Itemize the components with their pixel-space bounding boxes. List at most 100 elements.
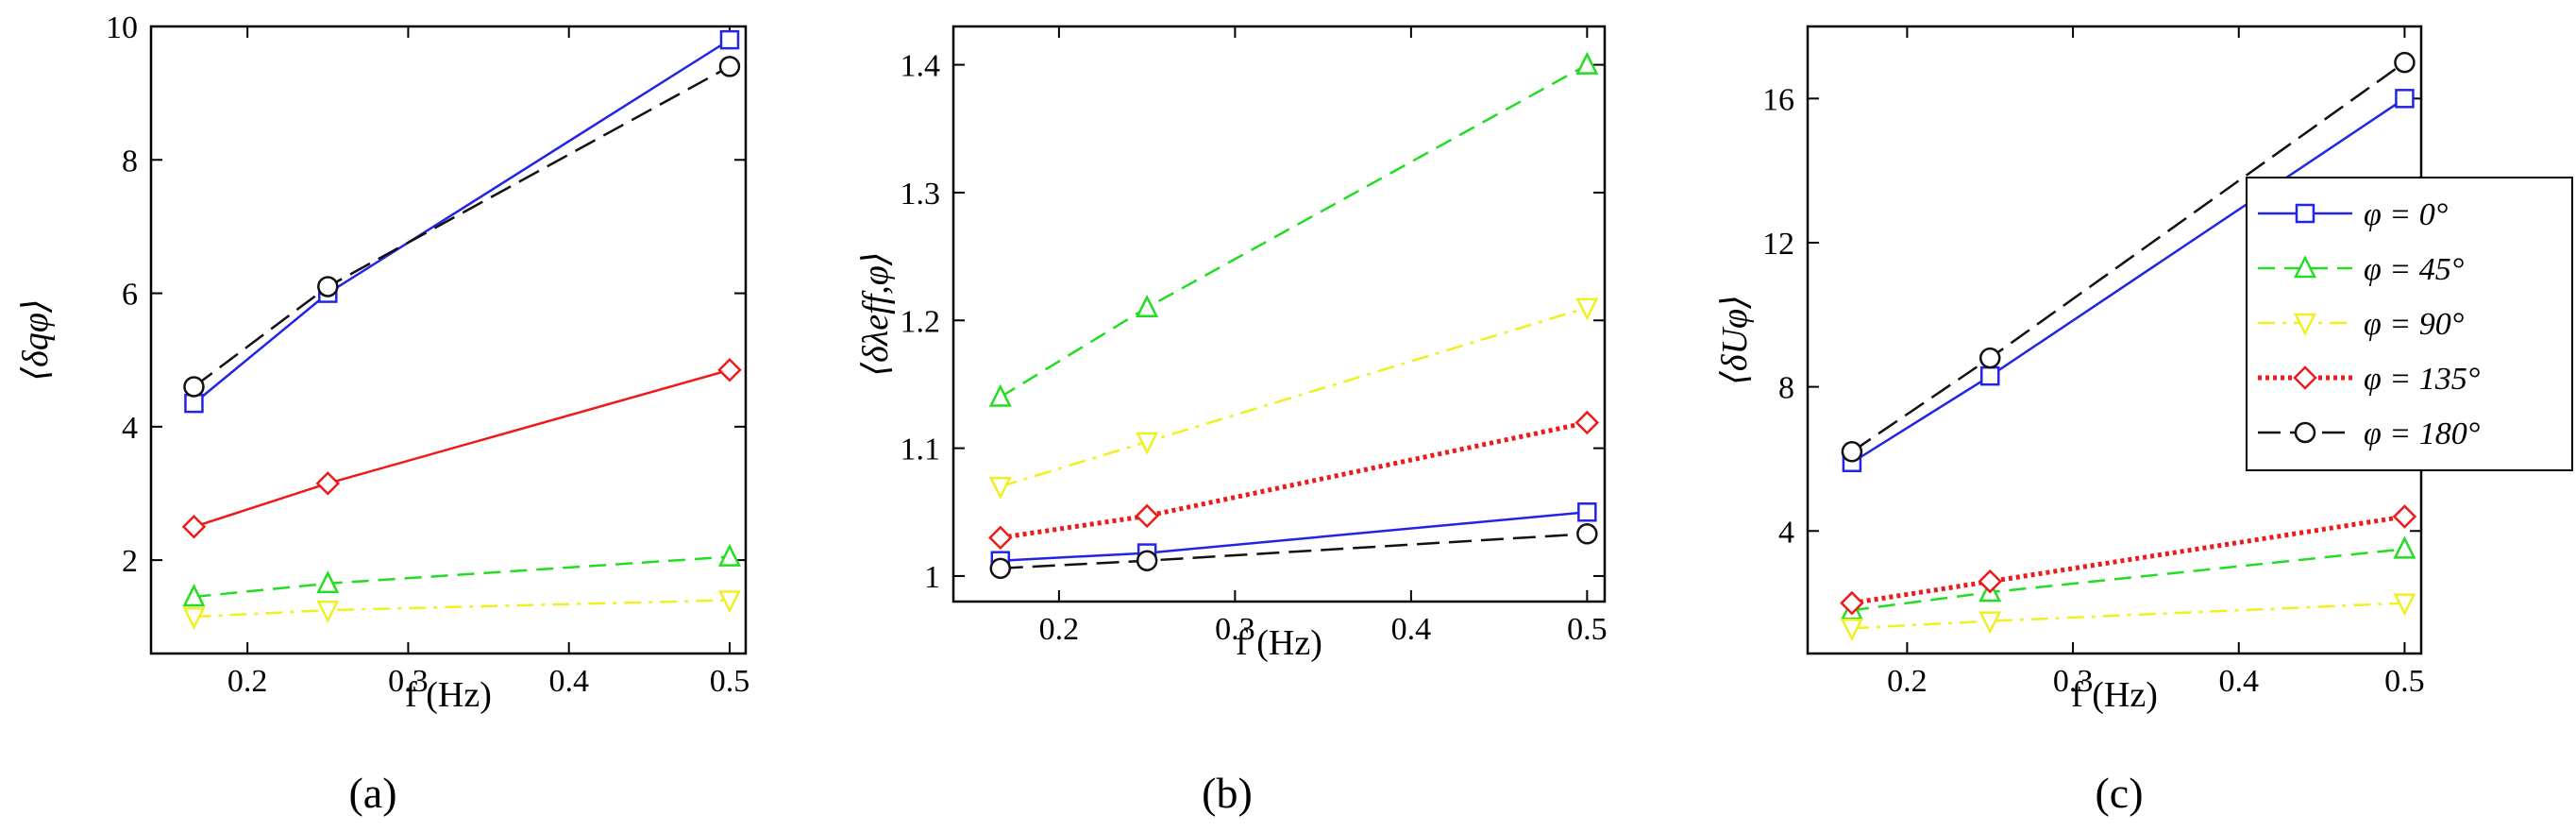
x-tick-label: 0.3 [388, 664, 429, 699]
y-axis-title: ⟨δλeff,φ⟩ [856, 251, 896, 376]
series-phi135 [988, 410, 1600, 551]
data-point-phi180 [317, 276, 339, 297]
legend-marker-phi0 [2295, 203, 2315, 224]
x-axis-title: f (Hz) [1236, 623, 1322, 663]
y-tick-label: 1.2 [901, 304, 941, 339]
y-tick-label: 8 [122, 144, 138, 178]
data-point-phi0 [1577, 502, 1597, 522]
series-line-phi90 [194, 599, 731, 619]
legend-entry-phi135: φ = 135° [2258, 362, 2481, 397]
data-point-phi180 [718, 56, 741, 77]
data-point-phi90 [1136, 432, 1159, 455]
x-tick-label: 0.4 [548, 664, 589, 699]
data-point-phi180 [183, 376, 205, 398]
y-tick-label: 4 [1778, 515, 1794, 550]
legend-entry-phi0: φ = 0° [2258, 197, 2449, 232]
panel-label: (b) [1202, 769, 1253, 817]
data-point-phi45 [1136, 294, 1159, 317]
series-phi90 [1840, 593, 2416, 642]
series-phi135 [181, 358, 742, 539]
panel-a: 0.2 0.3 0.4 0.5 2 4 6 8 10 f (Hz) ⟨δqφ⟩ (a) [16, 10, 749, 817]
x-tick-label: 0.3 [2053, 664, 2094, 699]
data-point-phi90 [1978, 611, 2002, 635]
data-point-phi180 [1136, 550, 1158, 571]
data-point-phi45 [316, 570, 340, 594]
series-line-phi135 [1851, 514, 2405, 606]
series-line-phi90 [1000, 306, 1588, 488]
legend-marker-phi45 [2293, 255, 2317, 279]
data-point-phi45 [2393, 535, 2416, 559]
data-point-phi135 [988, 525, 1013, 551]
series-phi45 [988, 51, 1599, 407]
x-tick-label: 0.2 [1039, 612, 1080, 647]
series-phi180 [183, 56, 741, 398]
y-tick-label: 1 [924, 560, 940, 595]
data-point-phi135 [1978, 569, 2003, 594]
y-axis-title: ⟨δqφ⟩ [16, 298, 56, 381]
x-axis-title: f (Hz) [2071, 675, 2158, 715]
data-point-phi135 [181, 515, 207, 539]
data-point-phi135 [1135, 503, 1159, 529]
x-tick-label: 0.4 [1391, 612, 1432, 647]
panel-label: (a) [348, 769, 396, 817]
data-point-phi0 [1979, 365, 2000, 386]
y-tick-label: 10 [106, 10, 138, 45]
series-phi90 [988, 297, 1599, 500]
x-tick-label: 0.5 [710, 664, 750, 699]
data-point-phi135 [1574, 410, 1600, 435]
data-point-phi45 [717, 543, 741, 567]
legend-label-phi135: φ = 135° [2364, 362, 2481, 397]
y-tick-label: 2 [122, 544, 138, 579]
data-point-phi90 [316, 600, 340, 623]
data-point-phi90 [2393, 593, 2416, 617]
y-tick-label: 1.1 [901, 433, 941, 467]
data-point-phi180 [1978, 347, 2001, 369]
data-point-phi90 [182, 606, 206, 630]
y-tick-label: 1.3 [901, 177, 941, 212]
series-line-phi0 [1000, 511, 1588, 562]
x-tick-label: 0.5 [2384, 664, 2425, 699]
y-tick-label: 16 [1762, 82, 1794, 117]
series-phi90 [182, 590, 741, 630]
y-tick-label: 1.4 [901, 49, 941, 84]
legend-label-phi0: φ = 0° [2364, 197, 2449, 232]
data-point-phi45 [1575, 51, 1599, 75]
panel-b: 0.2 0.3 0.4 0.5 1 1.1 1.2 1.3 1.4 f (Hz) ⟨δλeff,φ⟩… [856, 25, 1608, 817]
data-point-phi45 [182, 584, 206, 607]
data-point-phi135 [2392, 504, 2417, 529]
x-tick-label: 0.2 [1887, 664, 1928, 699]
panel-c: 0.2 0.3 0.4 0.5 4 8 12 16 f (Hz) ⟨δUφ⟩ (c) [1715, 25, 2425, 817]
legend: φ = 0° φ = 45° φ = 90° φ = 135° φ = 180° [2246, 177, 2573, 471]
series-line-phi90 [1851, 602, 2405, 630]
data-point-phi135 [315, 471, 341, 496]
data-point-phi180 [2394, 51, 2416, 74]
data-point-phi0 [2395, 89, 2415, 109]
legend-entry-phi90: φ = 90° [2258, 307, 2465, 342]
data-point-phi135 [717, 358, 742, 382]
data-point-phi90 [1840, 619, 1863, 642]
legend-entry-phi45: φ = 45° [2258, 252, 2465, 287]
series-phi0 [184, 29, 740, 414]
data-point-phi180 [1841, 441, 1863, 463]
data-point-phi0 [719, 29, 740, 50]
series-phi135 [1840, 504, 2417, 616]
series-line-phi135 [1000, 420, 1588, 540]
data-point-phi90 [988, 476, 1012, 500]
y-tick-label: 6 [122, 278, 138, 313]
data-point-phi45 [988, 383, 1012, 407]
legend-marker-phi135 [2293, 365, 2317, 390]
data-point-phi90 [717, 590, 741, 614]
series-phi45 [182, 543, 741, 607]
series-phi180 [1841, 51, 2416, 463]
series-line-phi45 [194, 555, 731, 599]
x-axis-title: f (Hz) [405, 675, 492, 715]
legend-entry-phi180: φ = 180° [2258, 416, 2481, 451]
plot-frame [951, 25, 1607, 603]
series-line-phi45 [1000, 63, 1588, 399]
legend-marker-phi180 [2294, 421, 2316, 444]
x-tick-label: 0.5 [1567, 612, 1608, 647]
series-line-phi0 [193, 39, 731, 405]
y-tick-label: 8 [1778, 371, 1794, 406]
series-phi180 [989, 523, 1598, 580]
